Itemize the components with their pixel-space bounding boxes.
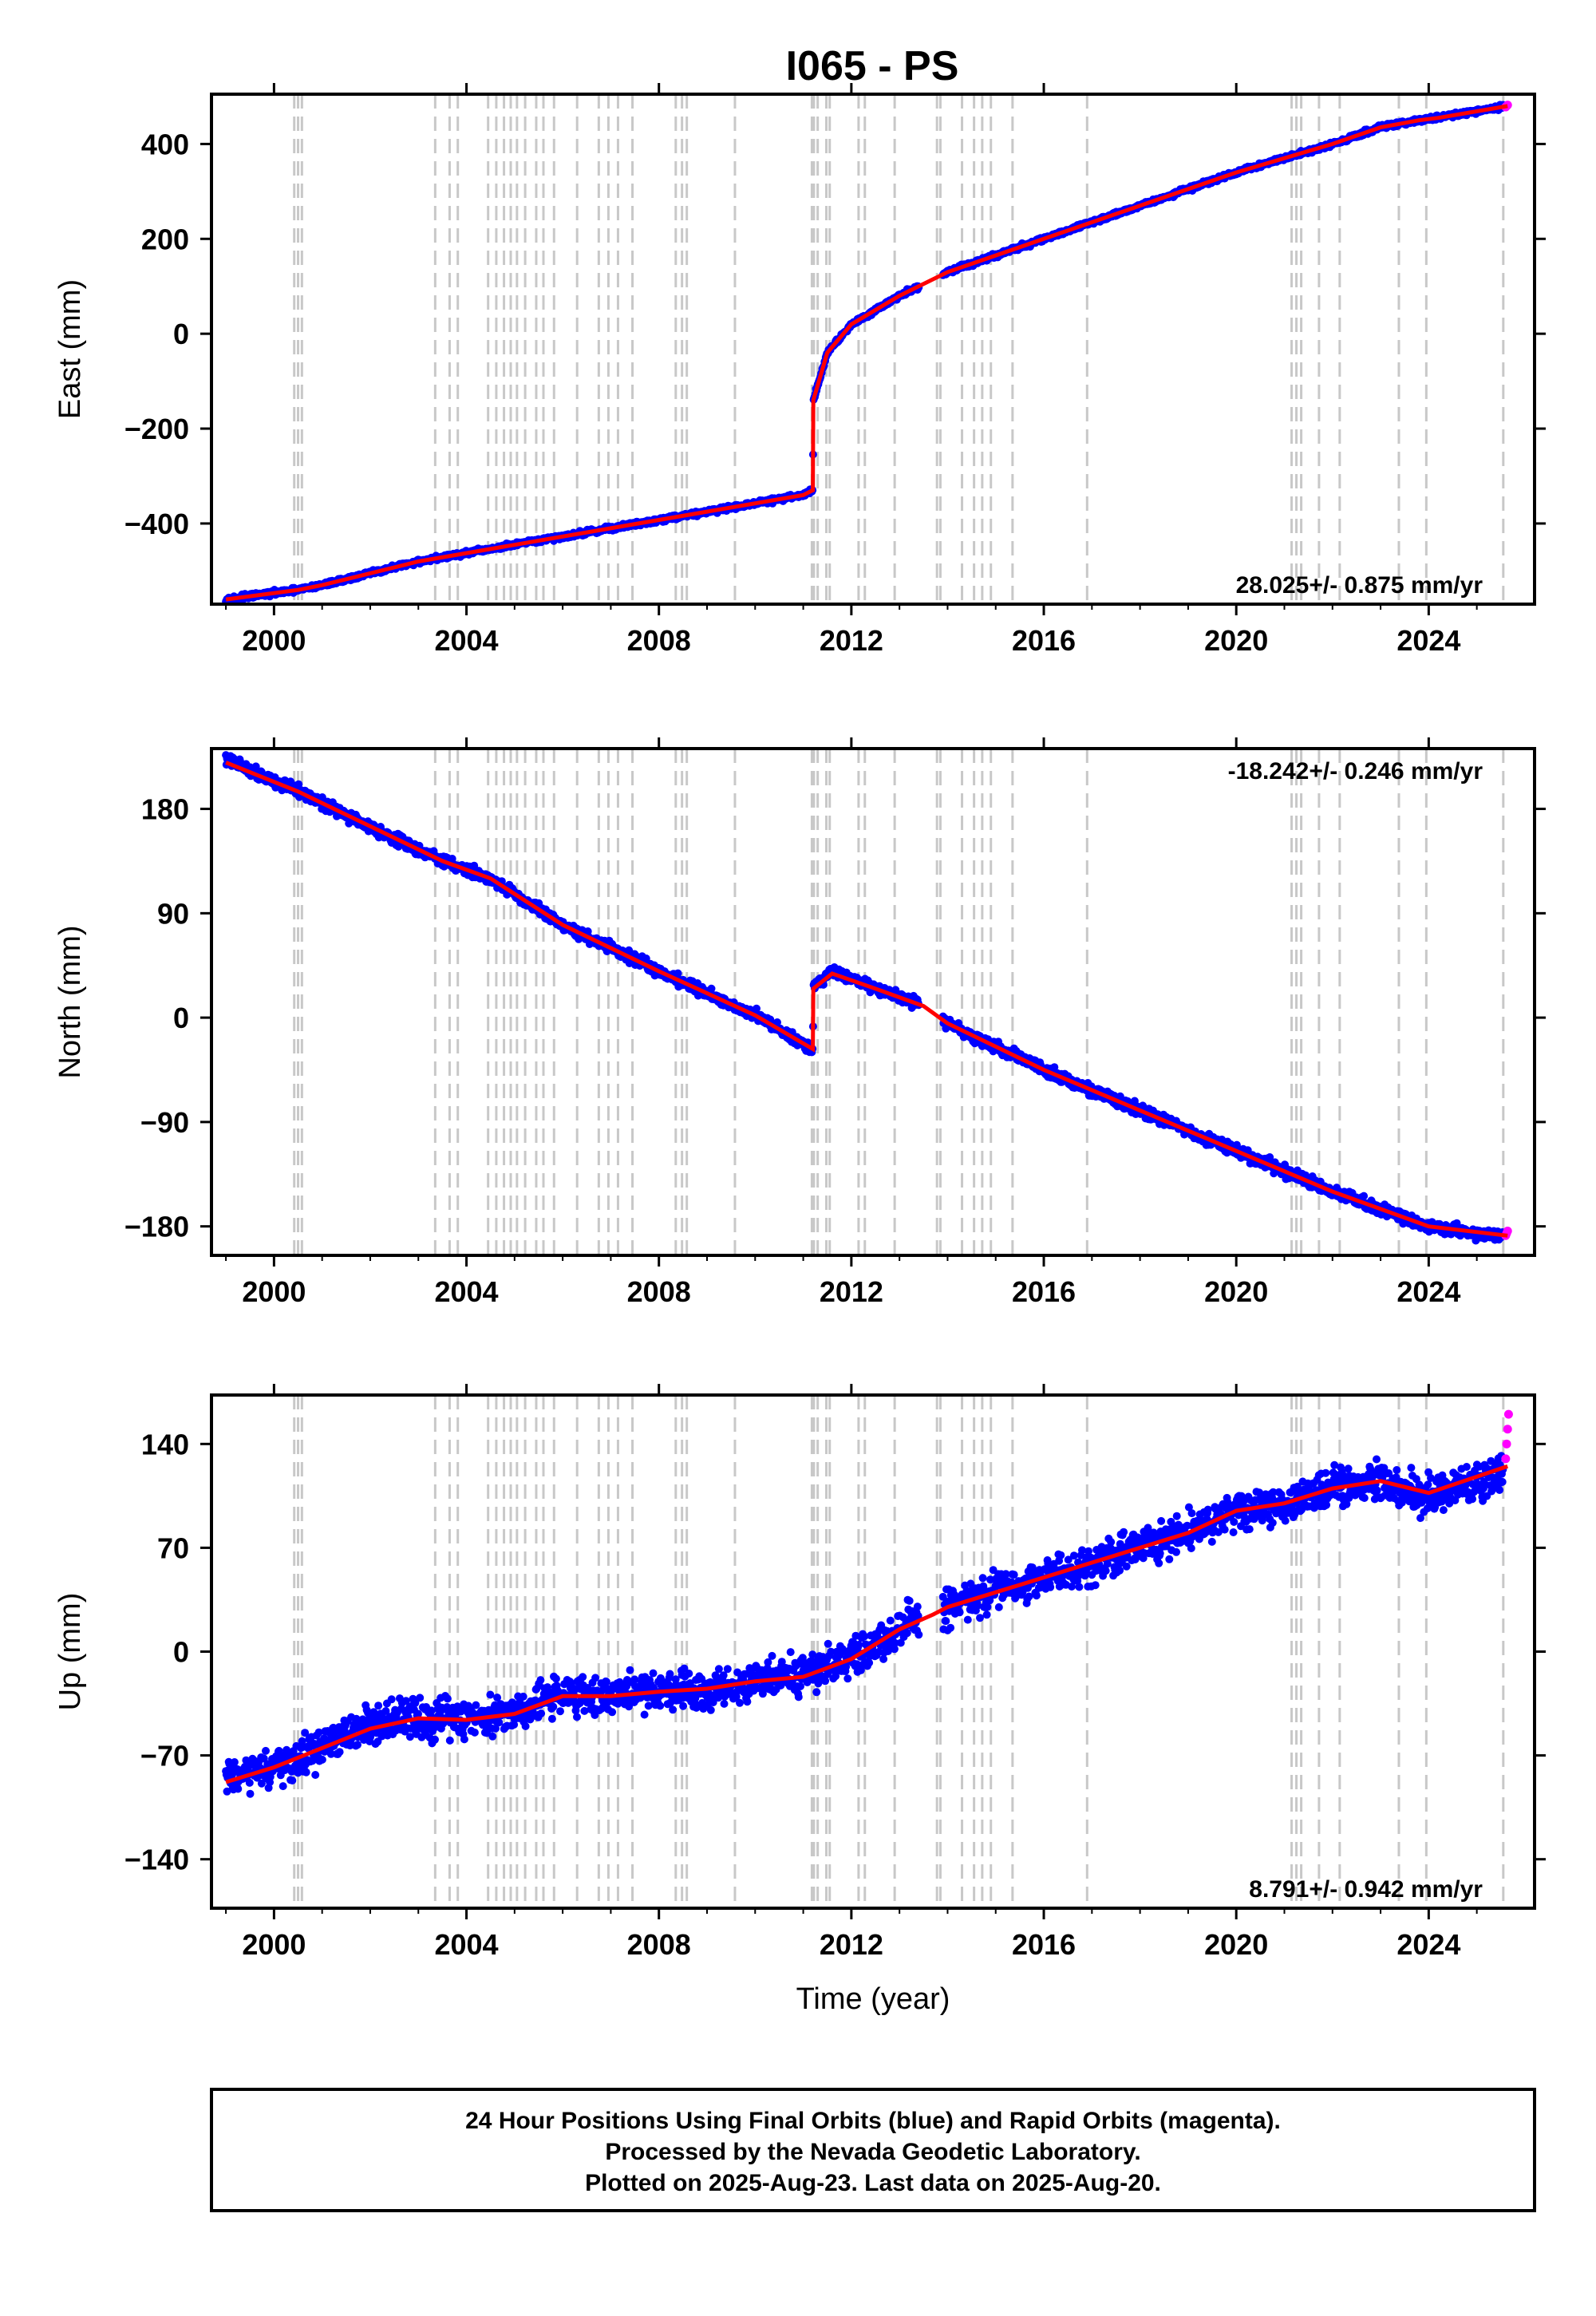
east-x-tick-label: 2000 (242, 624, 306, 657)
up-data-point (401, 1697, 410, 1705)
north-data-point (773, 1018, 781, 1026)
up-data-point (246, 1789, 255, 1798)
up-data-point (387, 1695, 396, 1704)
north-x-tick-label: 2024 (1396, 1275, 1460, 1308)
up-panel: 2000 2004 2008 2012 2016 2020 2024−140−7007014… (53, 1384, 1546, 2016)
east-x-tick-label: 2004 (434, 624, 498, 657)
north-x-tick-label: 2016 (1012, 1275, 1076, 1308)
up-data-point (234, 1784, 243, 1793)
up-data-point (381, 1707, 390, 1715)
east-x-tick-label: 2008 (627, 624, 691, 657)
up-data-point (411, 1698, 420, 1707)
up-data-point (257, 1779, 266, 1788)
east-x-tick-label: 2024 (1396, 624, 1460, 657)
north-data-point (707, 984, 716, 993)
east-y-tick-label: −400 (124, 508, 189, 540)
up-data (222, 1409, 1513, 1798)
up-data-point (405, 1733, 414, 1741)
north-rapid-point (1503, 1226, 1512, 1235)
up-data-point (314, 1728, 323, 1737)
north-data-point (1050, 1063, 1059, 1072)
up-data-point (335, 1748, 344, 1757)
north-y-axis-title: North (mm) (53, 925, 87, 1078)
east-x-tick-label: 2012 (820, 624, 883, 657)
north-data-point (1266, 1153, 1274, 1161)
east-x-tick-label: 2016 (1012, 624, 1076, 657)
north-data-point (674, 969, 682, 978)
up-data-point (302, 1768, 310, 1777)
east-y-tick-label: 200 (141, 223, 189, 255)
north-x-tick-label: 2008 (627, 1275, 691, 1308)
north-rate-label: -18.242+/- 0.246 mm/yr (1228, 758, 1483, 785)
up-data-point (416, 1694, 425, 1702)
up-data-point (427, 1706, 436, 1715)
east-event-lines (293, 94, 1505, 604)
north-y-tick-label: 90 (157, 897, 189, 930)
up-event-lines (293, 1395, 1505, 1908)
up-data-point (431, 1735, 439, 1744)
east-y-axis-title: East (mm) (53, 279, 87, 419)
north-model-line (225, 761, 1508, 1238)
up-data-point (414, 1709, 422, 1718)
north-panel: 2000 2004 2008 2012 2016 2020 2024 −180 −90 0 90 18… (53, 737, 1546, 1308)
east-panel: 2000 2004 2008 2012 2016 2020 2024 −400 −200 0 200… (53, 83, 1546, 657)
east-x-tick-label: 2020 (1204, 624, 1268, 657)
north-data-point (753, 1004, 760, 1013)
north-x-tick-label: 2012 (820, 1275, 883, 1308)
north-x-tick-label: 2000 (242, 1275, 306, 1308)
north-event-lines (293, 749, 1505, 1255)
up-series-final-orbits (222, 1452, 1507, 1798)
up-data-point (354, 1741, 361, 1749)
east-y-tick-label: −200 (124, 413, 189, 445)
up-data-point (262, 1746, 270, 1755)
up-data-point (301, 1729, 310, 1737)
up-data-point (279, 1782, 287, 1791)
north-y-tick-label: −90 (140, 1106, 189, 1139)
east-model-line (225, 104, 1508, 602)
north-y-tick-label: 180 (141, 793, 189, 826)
up-data-point (374, 1701, 383, 1710)
up-data-point (288, 1777, 297, 1784)
east-frame (210, 93, 1536, 606)
north-data-point (1452, 1219, 1461, 1227)
north-data-point (1360, 1192, 1369, 1200)
up-data-point (230, 1758, 239, 1766)
up-data-point (311, 1771, 320, 1779)
east-y-tick-label: 0 (173, 318, 189, 350)
up-data-point (318, 1755, 326, 1764)
up-data-point (326, 1749, 335, 1758)
north-x-tick-label: 2020 (1204, 1275, 1268, 1308)
north-y-tick-label: 0 (173, 1002, 189, 1034)
north-y-tick-label: −180 (124, 1211, 189, 1243)
north-frame (210, 747, 1536, 1257)
up-data-point (223, 1787, 231, 1796)
up-data-point (245, 1778, 254, 1787)
chart-title: I065 - PS (786, 43, 959, 89)
east-rate-label: 28.025+/- 0.875 mm/yr (1236, 572, 1483, 599)
north-x-tick-label: 2004 (434, 1275, 498, 1308)
east-y-tick-label: 400 (141, 128, 189, 160)
